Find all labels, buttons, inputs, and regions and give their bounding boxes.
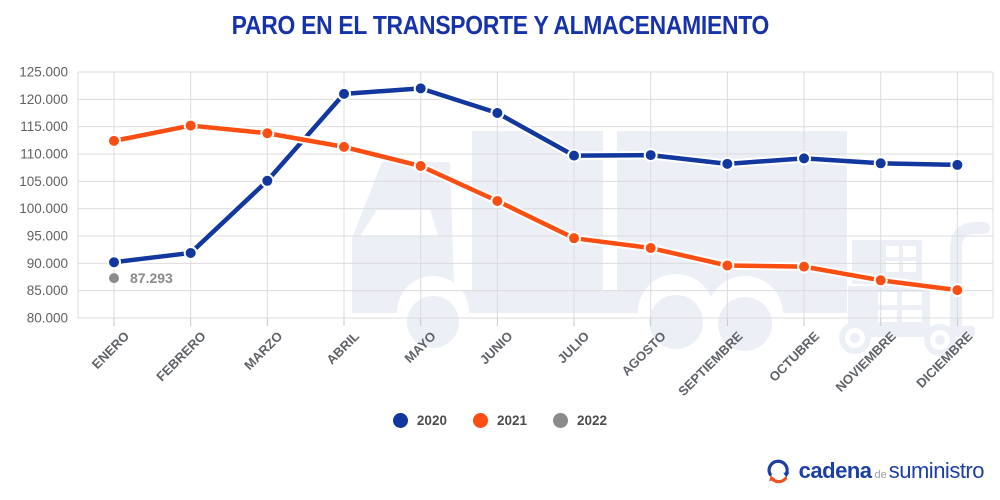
background-watermark bbox=[352, 131, 990, 356]
data-point-2021-AGOSTO[interactable] bbox=[643, 241, 658, 256]
data-point-2020-OCTUBRE[interactable] bbox=[797, 151, 812, 166]
y-axis-tick-label: 125.000 bbox=[19, 65, 68, 80]
data-point-2021-JUNIO[interactable] bbox=[490, 194, 505, 209]
data-point-2021-FEBRERO[interactable] bbox=[183, 118, 198, 133]
x-axis-month-label: AGOSTO bbox=[619, 329, 669, 379]
legend-item-2021[interactable]: 2021 bbox=[472, 413, 528, 428]
data-point-2021-JULIO[interactable] bbox=[567, 231, 582, 246]
data-point-2020-ABRIL[interactable] bbox=[337, 86, 352, 101]
legend-item-2022[interactable]: 2022 bbox=[553, 413, 607, 428]
y-axis-tick-label: 105.000 bbox=[19, 174, 68, 189]
data-point-2020-MARZO[interactable] bbox=[260, 173, 275, 188]
y-axis-tick-label: 100.000 bbox=[19, 201, 68, 216]
legend-dot-2020 bbox=[392, 413, 408, 428]
data-point-2020-SEPTIEMBRE[interactable] bbox=[720, 156, 735, 171]
legend-dot-2022 bbox=[553, 413, 569, 428]
y-axis-tick-label: 80.000 bbox=[27, 311, 68, 326]
y-axis-tick-label: 120.000 bbox=[19, 92, 68, 107]
data-point-2020-ENERO[interactable] bbox=[107, 255, 121, 270]
y-axis-tick-label: 115.000 bbox=[20, 119, 68, 134]
x-axis-month-label: MARZO bbox=[241, 329, 285, 373]
chart-legend: 2020 2021 2022 bbox=[0, 413, 1000, 428]
logo-word-suministro: suministro bbox=[888, 458, 985, 483]
data-point-2020-AGOSTO[interactable] bbox=[643, 148, 658, 163]
logo-word-cadena: cadena bbox=[798, 458, 872, 483]
data-series: 87.293 bbox=[107, 81, 965, 298]
data-point-2020-NOVIEMBRE[interactable] bbox=[873, 156, 888, 171]
y-axis-tick-label: 90.000 bbox=[27, 256, 68, 271]
data-point-2021-MARZO[interactable] bbox=[260, 126, 275, 141]
chart-title: PARO EN EL TRANSPORTE Y ALMACENAMIENTO bbox=[0, 10, 1000, 41]
series-line-2020 bbox=[111, 86, 960, 265]
line-chart: 125.000 120.000 115.000 110.000 105.000 100.0… bbox=[19, 65, 994, 399]
data-point-2020-JULIO[interactable] bbox=[567, 148, 582, 163]
x-axis-month-label: ENERO bbox=[89, 329, 132, 372]
legend-dot-2021 bbox=[472, 413, 488, 428]
data-point-2020-DICIEMBRE[interactable] bbox=[950, 157, 965, 172]
series-line-2021 bbox=[111, 123, 960, 293]
logo-word-de: de bbox=[874, 469, 887, 481]
data-point-2020-FEBRERO[interactable] bbox=[183, 245, 198, 260]
data-point-2020-JUNIO[interactable] bbox=[490, 106, 505, 120]
y-axis-tick-label: 85.000 bbox=[27, 283, 68, 298]
circular-arrows-logo-icon bbox=[767, 459, 790, 483]
x-axis-month-label: FEBRERO bbox=[153, 329, 209, 385]
data-point-2021-DICIEMBRE[interactable] bbox=[950, 283, 965, 298]
x-axis-month-label: JUNIO bbox=[477, 329, 516, 368]
data-point-2022-ENERO[interactable] bbox=[109, 273, 119, 284]
y-axis-tick-label: 110.000 bbox=[20, 147, 68, 162]
data-point-2021-SEPTIEMBRE[interactable] bbox=[720, 258, 735, 273]
truck-illustration-icon bbox=[352, 131, 847, 352]
data-point-2021-MAYO[interactable] bbox=[413, 159, 428, 174]
legend-item-2020[interactable]: 2020 bbox=[392, 413, 447, 428]
handcart-illustration-icon bbox=[839, 222, 990, 356]
x-axis-month-label: ABRIL bbox=[323, 328, 362, 367]
chart-title-text: PARO EN EL TRANSPORTE Y ALMACENAMIENTO bbox=[231, 10, 769, 40]
legend-label-2020: 2020 bbox=[416, 413, 447, 428]
cadena-de-suministro-logo[interactable]: cadena de suministro bbox=[765, 454, 985, 488]
annotation-2022-value: 87.293 bbox=[130, 270, 173, 286]
data-point-2021-ENERO[interactable] bbox=[107, 133, 121, 148]
logo-text: cadena de suministro bbox=[798, 458, 985, 484]
data-point-2021-ABRIL[interactable] bbox=[337, 139, 352, 154]
y-axis-tick-label: 95.000 bbox=[27, 229, 68, 244]
data-point-2020-MAYO[interactable] bbox=[413, 81, 428, 96]
legend-label-2021: 2021 bbox=[496, 413, 528, 428]
legend-label-2022: 2022 bbox=[577, 413, 608, 428]
data-point-2021-OCTUBRE[interactable] bbox=[797, 259, 812, 274]
data-point-2021-NOVIEMBRE[interactable] bbox=[873, 273, 888, 288]
x-axis-month-label: JULIO bbox=[554, 329, 592, 367]
